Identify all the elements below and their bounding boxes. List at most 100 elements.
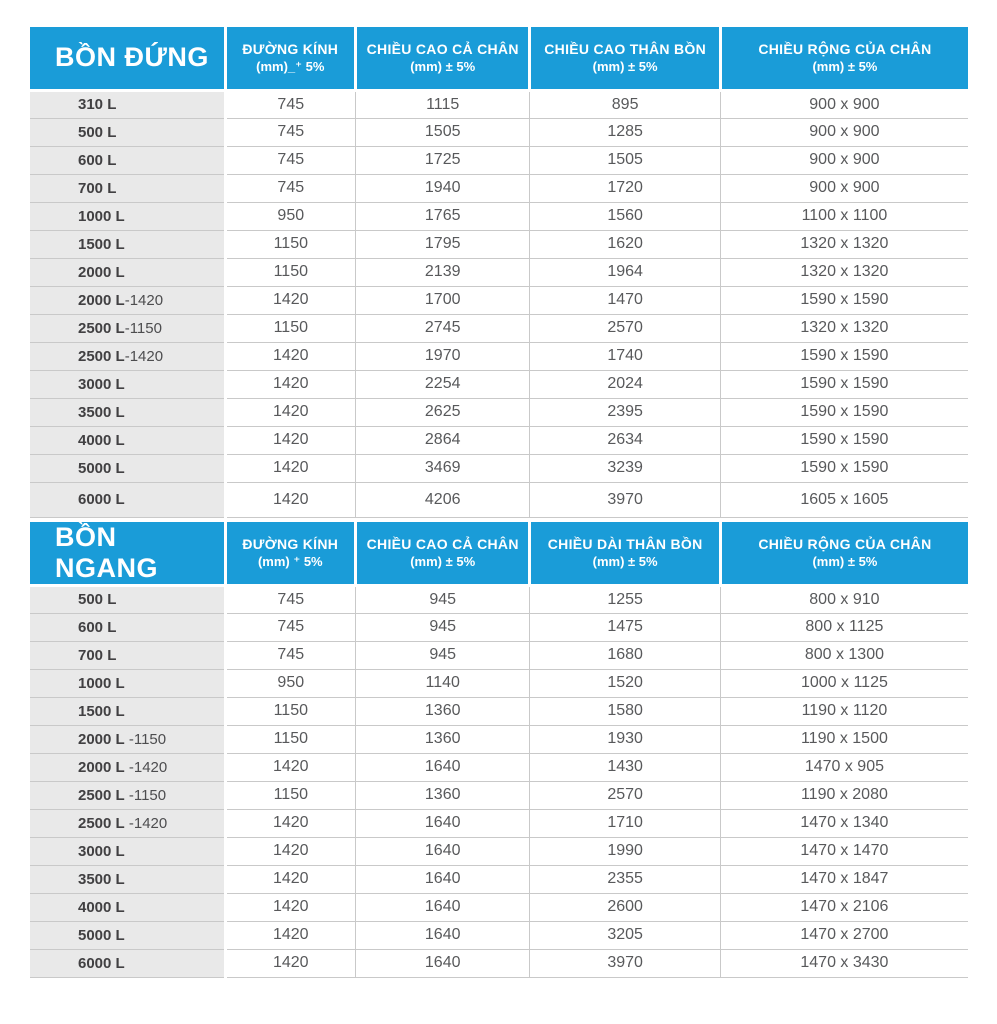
data-cell: 1420	[225, 426, 356, 455]
data-cell: 745	[225, 118, 356, 147]
data-cell: 2139	[355, 258, 531, 287]
data-cell: 2254	[355, 370, 531, 399]
table-row: 2500 L-1150 1150 2745 2570 1320 x 1320	[30, 314, 968, 343]
data-cell: 1320 x 1320	[720, 230, 968, 259]
column-header-tolerance: (mm) ± 5%	[410, 553, 476, 569]
data-cell: 1590 x 1590	[720, 342, 968, 371]
data-cell: 2625	[355, 398, 531, 427]
row-label-suffix: -1420	[124, 291, 164, 309]
data-cell: 1470 x 1470	[720, 837, 968, 866]
data-cell: 1150	[225, 314, 356, 343]
data-cell: 1590 x 1590	[720, 454, 968, 483]
row-label: 4000 L	[30, 893, 227, 922]
column-header-label: CHIỀU CAO CẢ CHÂN	[366, 40, 519, 57]
data-cell: 1150	[225, 697, 356, 726]
data-cell: 1620	[529, 230, 721, 259]
data-cell: 1930	[529, 725, 721, 754]
data-cell: 1795	[355, 230, 531, 259]
row-label: 2000 L	[30, 258, 227, 287]
row-label: 3000 L	[30, 837, 227, 866]
row-label: 2000 L -1420	[30, 753, 227, 782]
data-cell: 1505	[529, 146, 721, 175]
data-cell: 1470 x 3430	[720, 949, 968, 978]
data-cell: 1590 x 1590	[720, 370, 968, 399]
table-row: 6000 L 1420 4206 3970 1605 x 1605	[30, 482, 968, 518]
column-header-total-height: CHIỀU CAO CẢ CHÂN (mm) ± 5%	[355, 521, 532, 587]
data-cell: 1470 x 905	[720, 753, 968, 782]
data-cell: 1505	[355, 118, 531, 147]
column-header-tolerance: (mm) ⁺ 5%	[257, 553, 323, 569]
data-cell: 900 x 900	[720, 118, 968, 147]
data-cell: 1640	[355, 865, 531, 894]
vertical-tank-header: BỒN ĐỨNG ĐƯỜNG KÍNH (mm)_⁺ 5% CHIỀU CAO …	[30, 27, 968, 92]
data-cell: 1420	[225, 837, 356, 866]
data-cell: 1190 x 2080	[720, 781, 968, 810]
data-cell: 745	[225, 146, 356, 175]
data-cell: 1560	[529, 202, 721, 231]
data-cell: 1150	[225, 781, 356, 810]
vertical-tank-table: BỒN ĐỨNG ĐƯỜNG KÍNH (mm)_⁺ 5% CHIỀU CAO …	[30, 27, 968, 518]
row-label: 2500 L -1420	[30, 809, 227, 838]
table-row: 1000 L 950 1765 1560 1100 x 1100	[30, 202, 968, 231]
data-cell: 1720	[529, 174, 721, 203]
data-cell: 745	[225, 90, 356, 119]
data-cell: 2355	[529, 865, 721, 894]
data-cell: 2024	[529, 370, 721, 399]
data-cell: 1150	[225, 230, 356, 259]
data-cell: 1420	[225, 949, 356, 978]
data-cell: 3239	[529, 454, 721, 483]
table-row: 3500 L 1420 1640 2355 1470 x 1847	[30, 865, 968, 894]
row-label-suffix: -1420	[124, 758, 168, 776]
data-cell: 1470 x 1340	[720, 809, 968, 838]
column-header-body-height: CHIỀU CAO THÂN BỒN (mm) ± 5%	[529, 27, 722, 92]
data-cell: 1640	[355, 893, 531, 922]
row-label-suffix: -1420	[124, 347, 164, 365]
data-cell: 1100 x 1100	[720, 202, 968, 231]
data-cell: 2570	[529, 781, 721, 810]
column-header-label: CHIỀU DÀI THÂN BỒN	[547, 535, 703, 552]
data-cell: 1964	[529, 258, 721, 287]
data-cell: 3469	[355, 454, 531, 483]
data-cell: 895	[529, 90, 721, 119]
column-header-tolerance: (mm) ± 5%	[812, 58, 878, 74]
data-cell: 2600	[529, 893, 721, 922]
table-title-vertical: BỒN ĐỨNG	[30, 27, 227, 92]
data-cell: 745	[225, 641, 356, 670]
data-cell: 745	[225, 174, 356, 203]
data-cell: 1140	[355, 669, 531, 698]
data-cell: 900 x 900	[720, 90, 968, 119]
column-header-diameter: ĐƯỜNG KÍNH (mm) ⁺ 5%	[225, 521, 357, 587]
table-row: 1500 L 1150 1795 1620 1320 x 1320	[30, 230, 968, 259]
data-cell: 1470	[529, 286, 721, 315]
data-cell: 1420	[225, 286, 356, 315]
data-cell: 1520	[529, 669, 721, 698]
data-cell: 2745	[355, 314, 531, 343]
row-label: 6000 L	[30, 949, 227, 978]
table-row: 6000 L 1420 1640 3970 1470 x 3430	[30, 949, 968, 978]
table-row: 5000 L 1420 1640 3205 1470 x 2700	[30, 921, 968, 950]
data-cell: 2570	[529, 314, 721, 343]
data-cell: 945	[355, 641, 531, 670]
row-label: 1000 L	[30, 202, 227, 231]
data-cell: 2634	[529, 426, 721, 455]
data-cell: 1590 x 1590	[720, 286, 968, 315]
data-cell: 1150	[225, 725, 356, 754]
row-label-suffix: -1150	[124, 786, 167, 804]
data-cell: 1640	[355, 809, 531, 838]
column-header-label: CHIỀU RỘNG CỦA CHÂN	[758, 535, 932, 552]
data-cell: 1420	[225, 809, 356, 838]
column-header-tolerance: (mm) ± 5%	[592, 553, 658, 569]
data-cell: 1990	[529, 837, 721, 866]
data-cell: 4206	[355, 482, 531, 518]
data-cell: 1420	[225, 753, 356, 782]
row-label: 5000 L	[30, 454, 227, 483]
row-label-suffix: -1150	[124, 730, 167, 748]
data-cell: 1640	[355, 837, 531, 866]
data-cell: 1940	[355, 174, 531, 203]
vertical-tank-rows: 310 L 745 1115 895 900 x 900 500 L 745 1505 1285…	[30, 90, 968, 518]
row-label-suffix: -1150	[124, 319, 162, 337]
data-cell: 745	[225, 585, 356, 614]
column-header-tolerance: (mm) ± 5%	[592, 58, 658, 74]
data-cell: 1000 x 1125	[720, 669, 968, 698]
